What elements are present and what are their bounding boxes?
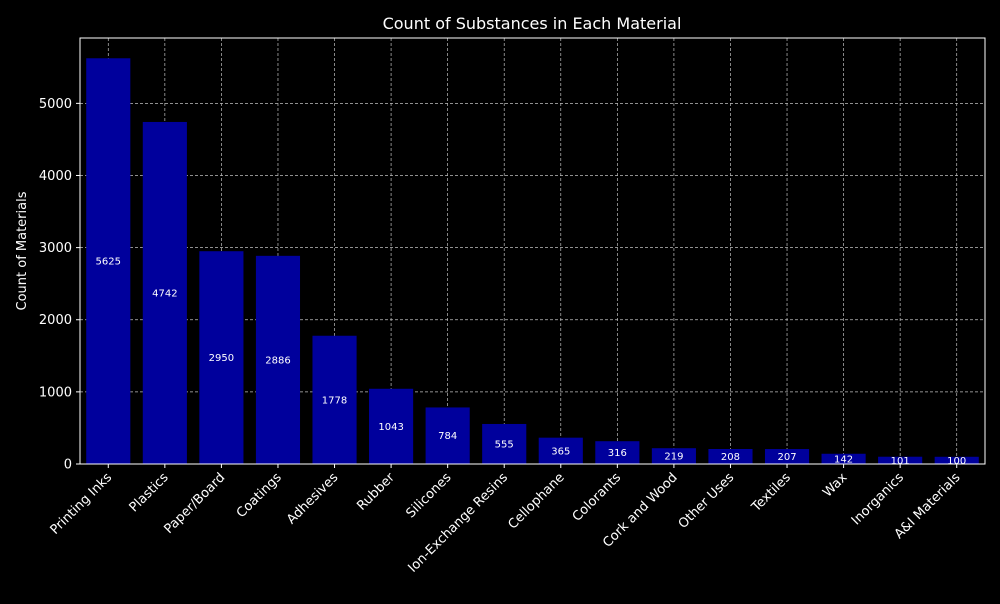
- bar-value-label: 365: [551, 446, 570, 457]
- bar: [255, 255, 301, 464]
- bar-value-label: 1778: [322, 395, 347, 406]
- bar-value-label: 1043: [378, 422, 403, 433]
- bar-value-label: 2886: [265, 355, 290, 366]
- y-tick-label: 0: [64, 458, 72, 473]
- y-axis-label: Count of Materials: [15, 191, 30, 310]
- plot-frame: [79, 37, 986, 465]
- bar-value-label: 207: [777, 452, 796, 463]
- bar: [86, 58, 131, 464]
- bar: [821, 453, 866, 464]
- y-tick-label: 1000: [39, 385, 72, 400]
- y-tick-label: 2000: [39, 313, 72, 328]
- bar: [878, 456, 923, 464]
- y-tick-label: 5000: [39, 97, 72, 112]
- bar-value-label: 5625: [96, 257, 121, 268]
- chart-title: Count of Substances in Each Material: [383, 14, 682, 33]
- bar: [369, 388, 414, 464]
- bar: [312, 335, 357, 464]
- y-tick-label: 4000: [39, 169, 72, 184]
- bar: [199, 251, 244, 464]
- bar: [651, 448, 696, 464]
- bar-value-label: 142: [834, 454, 853, 465]
- bar-value-label: 101: [891, 456, 910, 467]
- bar: [934, 456, 979, 464]
- bar: [142, 121, 187, 465]
- bar-value-label: 316: [608, 448, 627, 459]
- bar-value-label: 208: [721, 452, 740, 463]
- bar: [708, 448, 753, 464]
- bar: [482, 423, 527, 464]
- bar-value-label: 784: [438, 431, 457, 442]
- bar: [538, 437, 583, 464]
- bar-value-label: 2950: [209, 353, 234, 364]
- bar-value-label: 555: [495, 439, 514, 450]
- bar-value-label: 4742: [152, 288, 177, 299]
- bar: [764, 449, 810, 464]
- bar: [595, 441, 640, 464]
- y-tick-label: 3000: [39, 241, 72, 256]
- bar-value-labels: 5625 4742 2950 2886 1778 1043 784 555 365 316 219 2…: [96, 257, 967, 467]
- bar-value-label: 100: [947, 456, 966, 467]
- bar: [425, 407, 470, 464]
- bar-value-label: 219: [664, 452, 683, 463]
- y-axis-ticks: 0 1000 2000 3000 4000 5000: [39, 97, 80, 473]
- bars: [86, 58, 979, 465]
